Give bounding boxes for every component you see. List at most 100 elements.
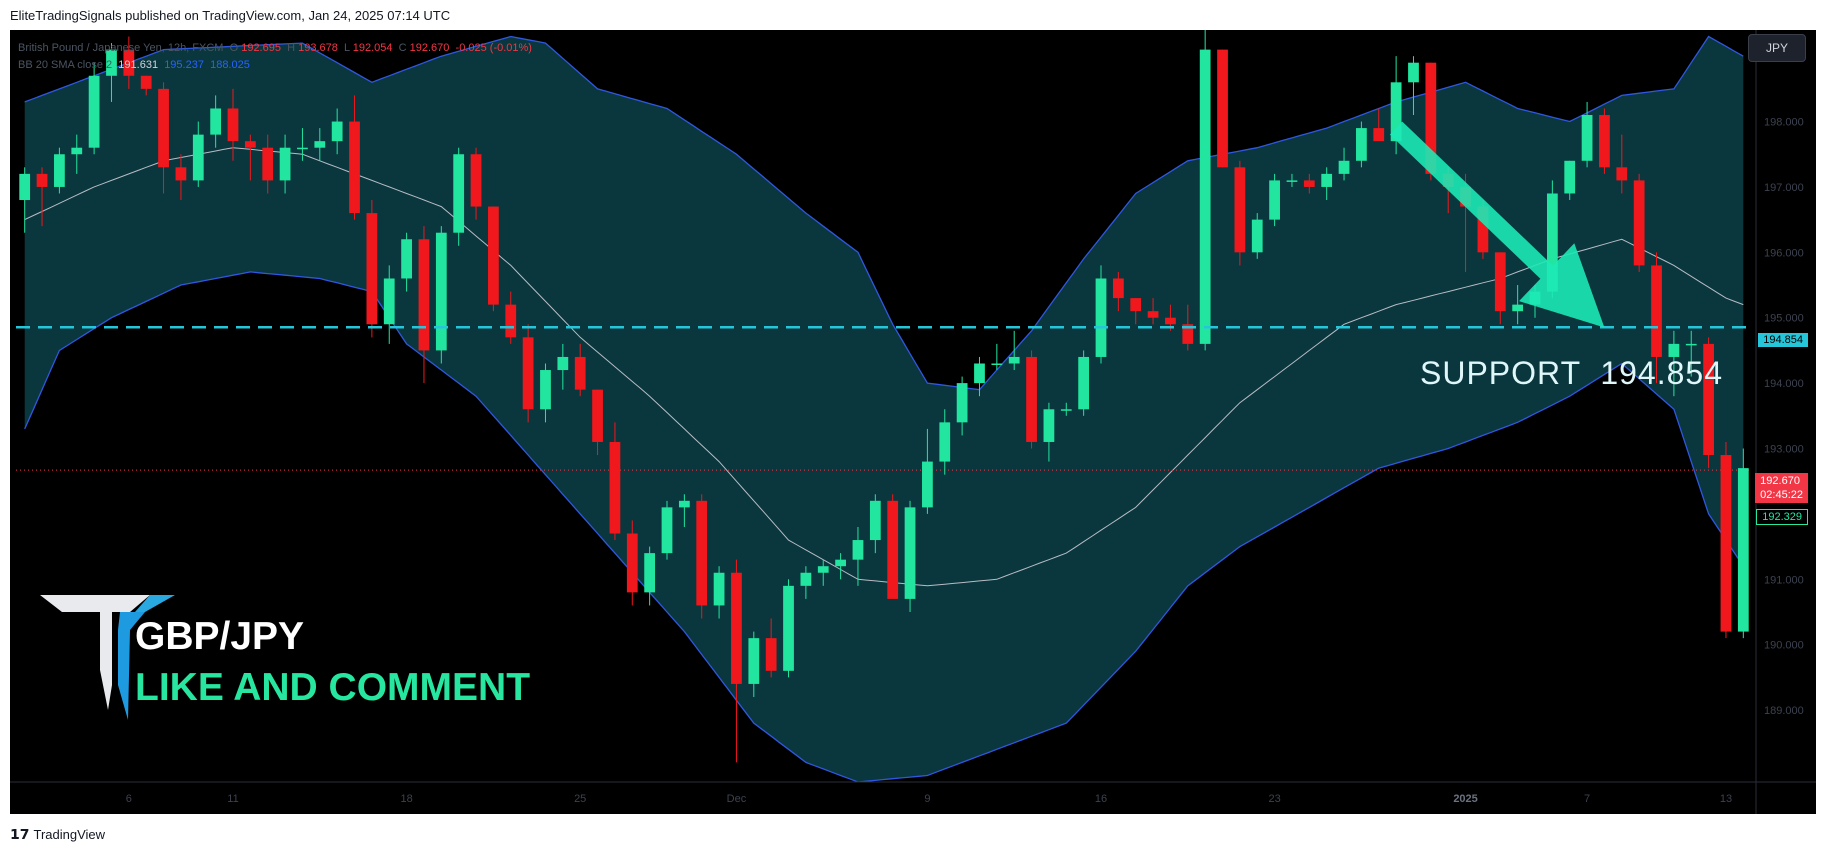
call-to-action: LIKE AND COMMENT — [135, 666, 531, 709]
candle-up — [540, 370, 551, 410]
candle-down — [696, 500, 708, 606]
candle-up — [210, 108, 222, 135]
candle-down — [1165, 317, 1176, 325]
candle-down — [1477, 206, 1489, 253]
candle-down — [366, 213, 378, 325]
legend-bb-row: BB 20 SMA close 2 191.631 195.237 188.02… — [18, 57, 532, 74]
candle-down — [1026, 356, 1037, 442]
candle-up — [1408, 62, 1419, 83]
candle-down — [765, 638, 777, 671]
candle-up — [383, 278, 395, 325]
last-price-value: 192.670 — [1760, 475, 1800, 487]
legend-high: 193.678 — [298, 42, 338, 54]
candle-up — [1390, 82, 1402, 142]
x-tick-label: 16 — [1095, 793, 1107, 805]
x-tick-label: 7 — [1584, 793, 1590, 805]
time-axis-bg — [10, 782, 1816, 814]
candle-up — [557, 356, 569, 371]
candle-down — [1130, 298, 1142, 312]
bollinger-upper-line — [24, 35, 1744, 391]
candle-up — [1078, 356, 1090, 410]
legend-close: 192.670 — [409, 42, 450, 54]
candle-up — [71, 147, 83, 155]
legend-bb-basis: 191.631 — [118, 59, 159, 71]
publish-info: EliteTradingSignals published on Trading… — [10, 8, 451, 23]
support-annotation: SUPPORT 194.854 — [1420, 355, 1723, 391]
candle-up — [852, 540, 864, 560]
candle-up — [939, 422, 951, 462]
legend-low: 192.054 — [352, 42, 393, 54]
y-tick-label: 197.000 — [1764, 182, 1804, 194]
chart-panel[interactable]: 189.000190.000191.000192.000193.000194.0… — [10, 30, 1816, 814]
candle-up — [435, 232, 447, 351]
currency-button[interactable]: JPY — [1748, 34, 1806, 62]
candle-down — [140, 75, 152, 89]
candle-down — [262, 147, 274, 181]
x-tick-label: 11 — [227, 793, 238, 805]
candle-up — [1581, 115, 1593, 161]
candle-down — [626, 533, 638, 593]
x-tick-label: 9 — [924, 793, 930, 805]
x-tick-label: 25 — [574, 793, 586, 805]
candle-down — [1112, 278, 1124, 299]
legend-symbol: British Pound / Japanese Yen, 12h, FXCM — [18, 42, 224, 54]
candle-down — [1703, 343, 1714, 456]
candle-down — [1234, 167, 1246, 253]
candle-up — [783, 585, 794, 671]
trend-arrow — [1389, 121, 1605, 328]
candle-down — [574, 356, 586, 390]
candle-up — [991, 363, 1003, 365]
candle-up — [54, 154, 65, 187]
candle-down — [1633, 180, 1645, 266]
bollinger-lower-line — [24, 271, 1744, 783]
candle-up — [713, 572, 725, 606]
legend-open: 192.695 — [241, 42, 281, 54]
candle-down — [123, 49, 135, 76]
x-tick-label: 6 — [126, 793, 132, 805]
bollinger-basis-line — [24, 147, 1744, 587]
candle-up — [1546, 193, 1558, 292]
candle-down — [158, 88, 169, 168]
candle-down — [1616, 167, 1628, 181]
candle-up — [800, 572, 812, 586]
candle-down — [349, 121, 360, 214]
x-tick-label: 23 — [1268, 793, 1280, 805]
candle-up — [1737, 468, 1749, 632]
legend-indicator: BB 20 SMA close 2 — [18, 59, 113, 71]
candle-up — [1060, 409, 1072, 411]
y-tick-label: 196.000 — [1764, 247, 1804, 259]
candle-down — [522, 337, 534, 410]
candle-up — [453, 154, 465, 233]
candle-down — [1720, 455, 1732, 632]
candle-up — [106, 49, 117, 76]
candle-up — [314, 141, 326, 148]
candle-up — [1321, 173, 1333, 187]
candle-up — [904, 507, 916, 599]
y-tick-label: 198.000 — [1764, 117, 1804, 129]
pair-title: GBP/JPY — [135, 615, 305, 658]
candle-down — [887, 500, 899, 599]
candle-up — [1512, 304, 1524, 312]
candle-up — [835, 559, 846, 567]
legend-ohlc-row: British Pound / Japanese Yen, 12h, FXCM … — [18, 42, 532, 54]
candle-up — [1668, 343, 1680, 357]
candle-up — [869, 500, 881, 541]
y-tick-label: 193.000 — [1764, 444, 1804, 456]
candle-up — [1564, 160, 1576, 194]
candle-down — [470, 154, 482, 207]
candle-down — [592, 389, 603, 442]
brand-logo-icon — [40, 595, 175, 720]
candle-down — [1182, 324, 1194, 344]
footer-brand-name: TradingView — [33, 827, 106, 842]
price-chart[interactable]: 189.000190.000191.000192.000193.000194.0… — [10, 30, 1816, 814]
candle-up — [1043, 409, 1055, 442]
candle-up — [678, 500, 690, 508]
candle-up — [297, 147, 308, 150]
candle-up — [661, 507, 673, 554]
candle-up — [1008, 356, 1020, 364]
legend-bb-lower: 188.025 — [210, 59, 250, 71]
y-tick-label: 195.000 — [1764, 313, 1804, 325]
y-tick-label: 189.000 — [1764, 705, 1804, 717]
candle-up — [401, 239, 412, 279]
candle-up — [279, 147, 291, 181]
